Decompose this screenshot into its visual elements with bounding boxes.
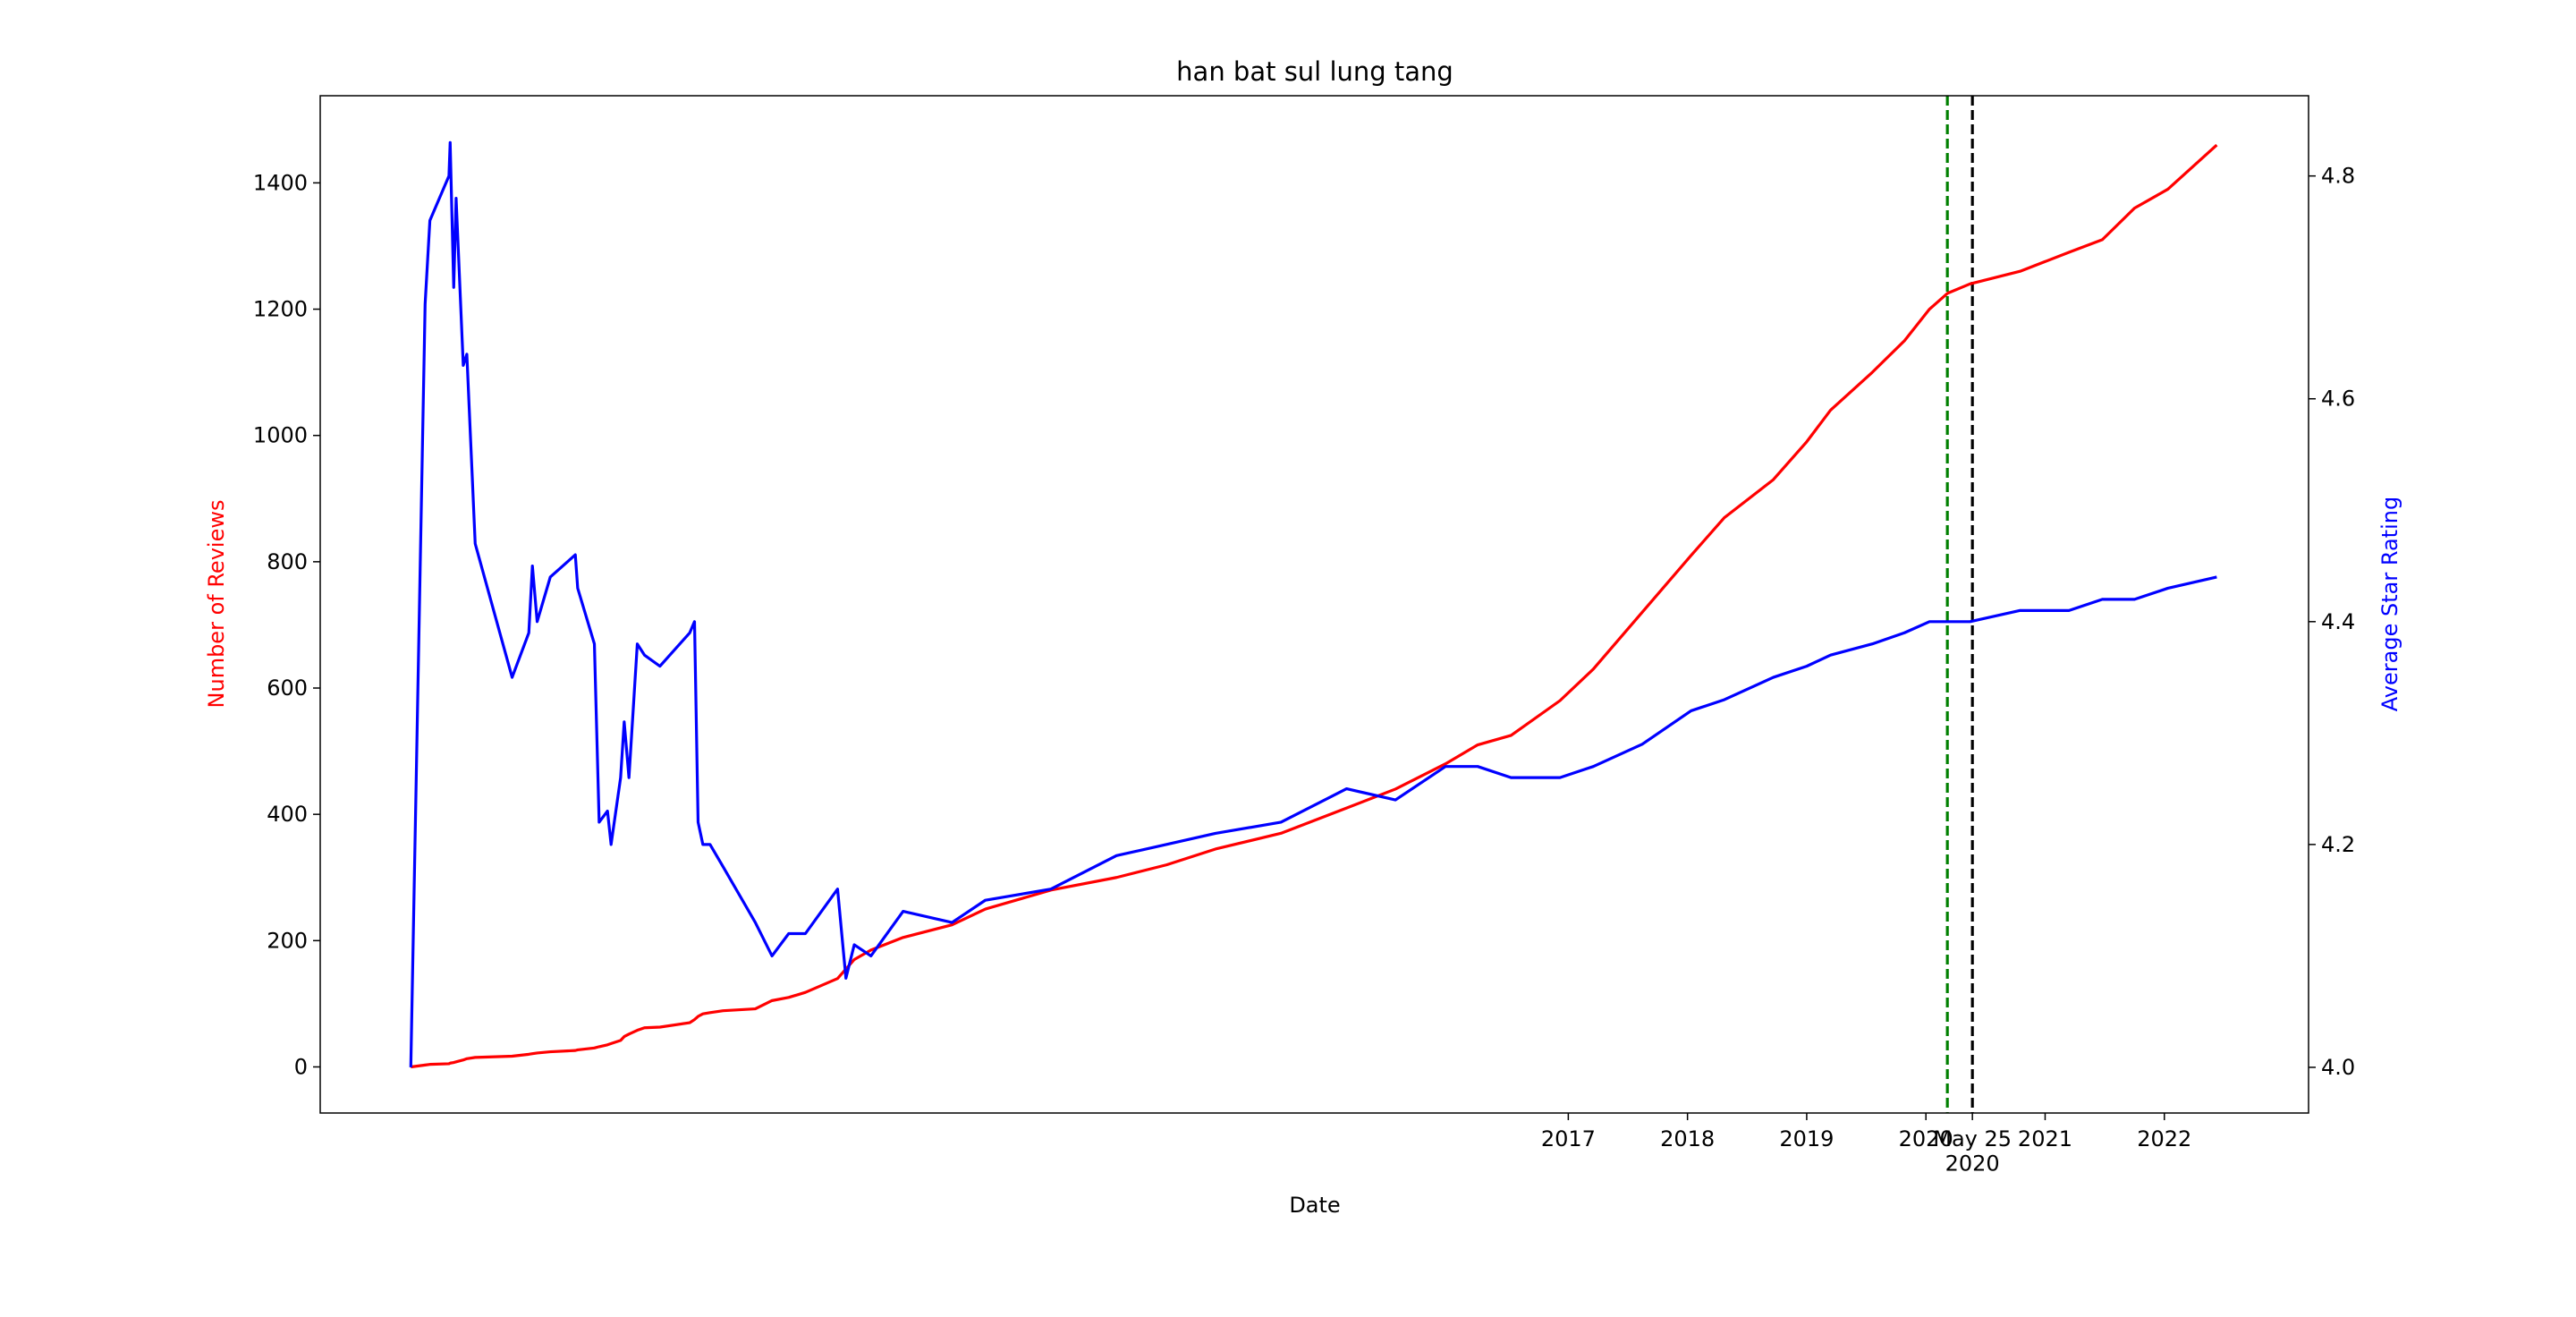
y-tick-label: 400 (267, 802, 308, 827)
x-tick-label: 2021 (2018, 1126, 2072, 1151)
y-axis-label: Number of Reviews (204, 500, 229, 709)
y2-tick-label: 4.0 (2321, 1055, 2355, 1080)
y2-tick-label: 4.2 (2321, 832, 2355, 857)
y-tick-label: 1200 (253, 297, 308, 322)
y-tick-label: 600 (267, 675, 308, 701)
y-tick-label: 1000 (253, 423, 308, 448)
y-tick-label: 0 (294, 1054, 308, 1079)
x-tick-label: 2019 (1779, 1126, 1834, 1151)
plot-frame (319, 95, 2309, 1114)
x-tick-label: 2020 (1899, 1126, 1953, 1151)
x-tick-label: May 25 2020 (1933, 1126, 2012, 1177)
series-line (409, 140, 2217, 1067)
x-tick-label: 2022 (2137, 1126, 2191, 1151)
y-tick-label: 800 (267, 549, 308, 574)
series-line (411, 143, 2218, 1069)
y-tick-label: 200 (267, 928, 308, 953)
x-tick-label: 2017 (1541, 1126, 1596, 1151)
x-tick-label: 2018 (1660, 1126, 1715, 1151)
y2-tick-label: 4.8 (2321, 164, 2355, 189)
y2-axis-label: Average Star Rating (2377, 497, 2402, 711)
chart-title: han bat sul lung tang (1176, 56, 1453, 87)
x-axis-label: Date (1289, 1193, 1340, 1218)
y-tick-label: 1400 (253, 170, 308, 195)
y2-tick-label: 4.4 (2321, 609, 2355, 634)
y2-tick-label: 4.6 (2321, 387, 2355, 412)
